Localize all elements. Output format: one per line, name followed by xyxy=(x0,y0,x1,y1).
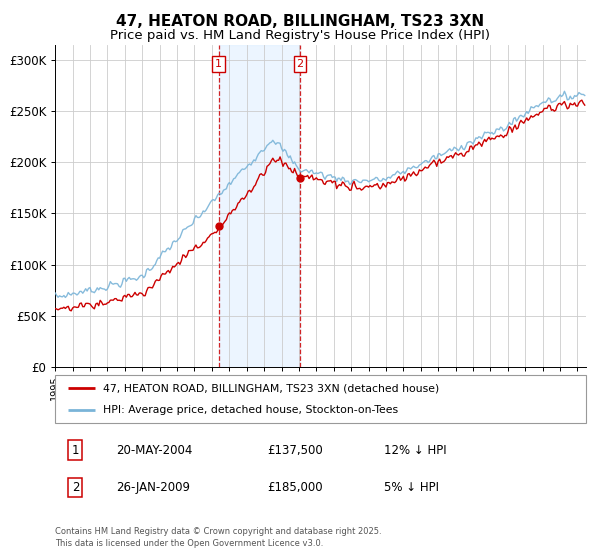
Text: 2: 2 xyxy=(296,59,304,69)
Text: 5% ↓ HPI: 5% ↓ HPI xyxy=(385,481,439,494)
Text: £137,500: £137,500 xyxy=(268,444,323,457)
FancyBboxPatch shape xyxy=(55,375,586,423)
Bar xyxy=(218,45,300,367)
Text: HPI: Average price, detached house, Stockton-on-Tees: HPI: Average price, detached house, Stoc… xyxy=(103,405,398,415)
Text: Price paid vs. HM Land Registry's House Price Index (HPI): Price paid vs. HM Land Registry's House … xyxy=(110,29,490,42)
Text: 1: 1 xyxy=(71,444,79,457)
Text: £185,000: £185,000 xyxy=(268,481,323,494)
Text: 12% ↓ HPI: 12% ↓ HPI xyxy=(385,444,447,457)
Text: 47, HEATON ROAD, BILLINGHAM, TS23 3XN: 47, HEATON ROAD, BILLINGHAM, TS23 3XN xyxy=(116,14,484,29)
Text: 47, HEATON ROAD, BILLINGHAM, TS23 3XN (detached house): 47, HEATON ROAD, BILLINGHAM, TS23 3XN (d… xyxy=(103,383,439,393)
Text: 20-MAY-2004: 20-MAY-2004 xyxy=(116,444,193,457)
Text: 26-JAN-2009: 26-JAN-2009 xyxy=(116,481,190,494)
Text: 1: 1 xyxy=(215,59,222,69)
Text: Contains HM Land Registry data © Crown copyright and database right 2025.
This d: Contains HM Land Registry data © Crown c… xyxy=(55,527,382,548)
Text: 2: 2 xyxy=(71,481,79,494)
